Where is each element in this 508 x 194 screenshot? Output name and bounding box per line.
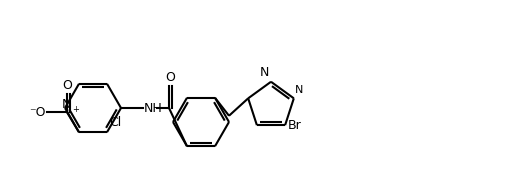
Text: Cl: Cl — [109, 116, 121, 129]
Text: N: N — [295, 85, 303, 95]
Text: +: + — [72, 105, 79, 114]
Text: N: N — [61, 98, 71, 111]
Text: O: O — [62, 79, 72, 92]
Text: O: O — [166, 71, 175, 84]
Text: ⁻O: ⁻O — [29, 106, 46, 119]
Text: N: N — [260, 66, 269, 79]
Text: NH: NH — [144, 102, 163, 115]
Text: Br: Br — [288, 119, 302, 132]
